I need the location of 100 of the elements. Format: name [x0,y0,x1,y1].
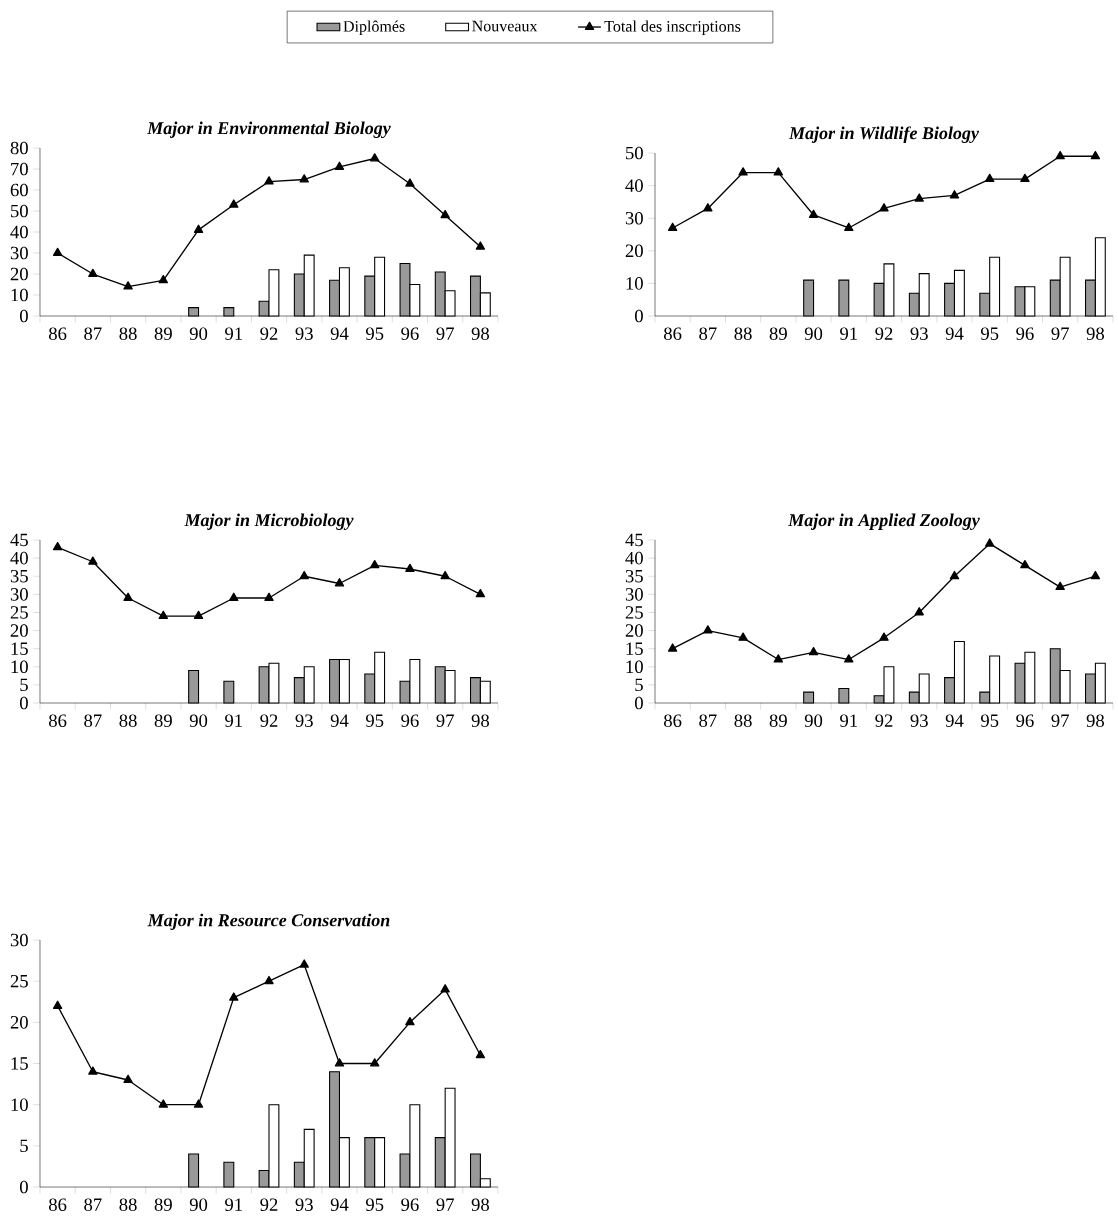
x-tick-label: 88 [119,1198,137,1211]
y-tick-label: 40 [625,179,643,192]
x-tick-label: 92 [875,714,893,727]
y-tick-label: 0 [20,1180,28,1194]
x-tick-label: 89 [769,714,787,727]
y-tick-label: 0 [20,309,28,323]
x-tick-label: 91 [225,1198,242,1211]
point [1020,560,1030,569]
y-tick-label: 30 [625,588,643,601]
x-tick-label: 98 [1086,327,1105,340]
y-tick-label: 25 [10,974,28,988]
point [369,1058,380,1067]
x-tick-label: 95 [365,714,384,727]
y-tick-label: 5 [20,1139,28,1153]
x-tick-label: 91 [225,714,242,727]
point [334,578,345,587]
y-tick-label: 15 [626,642,643,655]
y-tick-label: 70 [11,162,28,176]
y-tick-label: 10 [626,660,643,674]
y-tick-label: 30 [10,246,28,260]
chart-title: Major in Wildlife Biology [788,126,979,143]
y-tick-label: 30 [625,211,643,225]
x-tick-label: 97 [1051,327,1069,340]
x-tick-label: 87 [84,714,102,727]
x-tick-label: 86 [48,1198,67,1211]
point [914,193,924,202]
y-tick-label: 20 [625,624,643,637]
chart-title: Major in Resource Conservation [147,913,390,930]
point [1055,581,1065,591]
x-tick-label: 98 [1086,714,1105,727]
point [984,173,995,183]
point [264,592,274,601]
point [299,570,309,580]
x-tick-label: 86 [664,327,682,340]
point [123,592,133,601]
point [88,556,98,565]
x-tick-label: 93 [295,714,313,727]
point [193,610,204,620]
y-tick-label: 10 [626,277,643,290]
point [1090,570,1101,580]
x-tick-label: 98 [471,327,489,340]
x-tick-label: 94 [330,327,349,340]
point [1020,173,1030,183]
chart-title: Major in Applied Zoology [788,513,980,530]
x-tick-label: 95 [365,327,384,340]
x-tick-label: 95 [365,1198,384,1211]
point [738,632,748,641]
point [405,563,415,572]
point [299,959,309,968]
point [369,153,380,162]
point [88,1066,98,1075]
legend-label: Total des inscriptions [604,20,741,35]
point [879,632,889,641]
x-tick-label: 93 [910,714,928,727]
x-tick-label: 88 [734,327,752,340]
x-tick-label: 88 [119,714,137,727]
point [334,161,345,170]
point [949,190,960,199]
point [123,1074,133,1083]
x-tick-label: 95 [980,714,999,727]
y-tick-label: 45 [10,533,28,547]
x-tick-label: 91 [840,714,857,727]
x-tick-label: 94 [330,1198,349,1211]
point [808,646,819,656]
y-tick-label: 50 [11,204,28,218]
point [475,589,486,598]
x-tick-label: 97 [1051,714,1069,727]
x-tick-label: 90 [804,327,823,340]
legend-label: Nouveaux [472,20,538,32]
y-tick-label: 20 [625,244,643,258]
x-tick-label: 89 [154,714,172,727]
y-tick-label: 10 [11,288,28,302]
point [475,241,486,250]
x-tick-label: 88 [119,327,137,340]
x-tick-label: 87 [84,327,102,340]
x-tick-label: 94 [945,327,964,340]
y-tick-label: 10 [11,660,28,674]
point [158,610,169,620]
x-tick-label: 87 [699,327,717,340]
y-tick-label: 15 [11,1057,28,1070]
x-tick-label: 93 [295,1198,313,1211]
point [440,984,450,993]
x-tick-label: 87 [84,1198,102,1211]
y-tick-label: 30 [10,588,28,601]
point [158,274,169,284]
x-tick-label: 89 [154,327,172,340]
x-tick-label: 92 [260,1198,278,1211]
chart-title: Major in Microbiology [184,513,354,530]
x-tick-label: 97 [436,1198,454,1211]
point [914,607,924,616]
point [1055,150,1065,160]
x-tick-label: 90 [189,327,208,340]
point [229,199,239,208]
x-tick-label: 94 [945,714,964,727]
y-tick-label: 40 [10,225,28,239]
x-tick-label: 96 [401,714,419,727]
y-tick-label: 5 [20,678,28,692]
point [193,1099,204,1108]
point [475,1049,486,1059]
legend-label: Diplômés [343,20,405,36]
